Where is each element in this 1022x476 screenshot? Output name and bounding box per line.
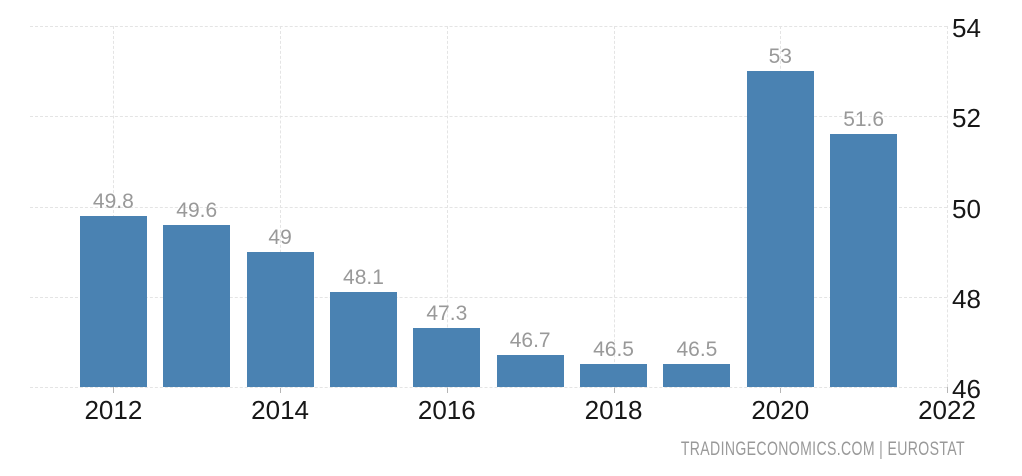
bar-2020[interactable] [746, 71, 814, 387]
h-gridline-50 [30, 206, 947, 208]
x-axis-label-2022: 2022 [918, 395, 976, 425]
bar-2013[interactable] [163, 224, 231, 387]
bar-value-label-2021: 51.6 [843, 108, 885, 132]
h-gridline-52 [30, 116, 947, 118]
x-tick-mark-2016 [446, 387, 448, 393]
h-gridline-46 [30, 387, 947, 388]
x-tick-mark-2022 [947, 387, 948, 393]
y-axis-label-50: 50 [952, 193, 981, 224]
x-tick-mark-2012 [113, 387, 115, 393]
bar-value-label-2015: 48.1 [343, 266, 384, 290]
bar-value-label-2020: 53 [768, 45, 792, 69]
y-axis-label-46: 46 [952, 374, 981, 404]
bar-value-label-2012: 49.8 [92, 189, 134, 213]
bar-2019[interactable] [663, 364, 731, 387]
h-gridline-54 [30, 26, 947, 27]
y-axis-label-52: 52 [952, 103, 981, 134]
bar-2021[interactable] [830, 134, 898, 387]
y-axis-label-54: 54 [952, 13, 981, 43]
x-axis-label-2012: 2012 [84, 395, 143, 425]
bar-value-label-2016: 47.3 [426, 302, 468, 326]
v-gridline-2022 [947, 26, 948, 387]
attribution-link[interactable]: TRADINGECONOMICS.COM | EUROSTAT [680, 439, 965, 460]
bar-value-label-2013: 49.6 [176, 198, 218, 222]
bar-2017[interactable] [496, 355, 564, 387]
bar-2015[interactable] [329, 292, 397, 387]
x-axis-label-2014: 2014 [251, 395, 309, 425]
bar-value-label-2014: 49 [268, 225, 292, 249]
x-axis-label-2018: 2018 [584, 395, 643, 425]
x-tick-mark-2014 [280, 387, 282, 393]
bar-2012[interactable] [79, 215, 147, 387]
x-axis-label-2016: 2016 [417, 395, 476, 425]
bar-2014[interactable] [246, 251, 314, 387]
x-axis-label-2020: 2020 [751, 395, 810, 425]
y-axis-label-48: 48 [952, 283, 981, 314]
bar-2016[interactable] [413, 328, 481, 387]
bar-2018[interactable] [580, 364, 648, 387]
bar-value-label-2018: 46.5 [593, 338, 634, 362]
bar-value-label-2019: 46.5 [676, 338, 718, 362]
x-tick-mark-2018 [613, 387, 615, 393]
x-tick-mark-2020 [780, 387, 782, 393]
h-gridline-48 [30, 296, 947, 298]
bar-value-label-2017: 46.7 [509, 329, 551, 353]
